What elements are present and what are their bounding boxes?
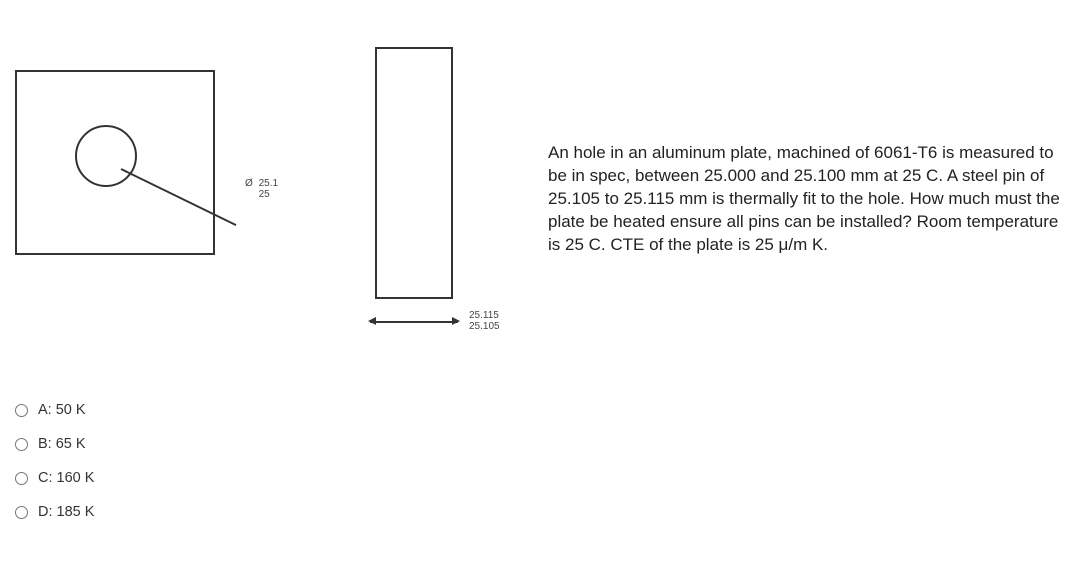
- option-label: D: 185 K: [38, 504, 94, 520]
- diameter-lower: 25: [259, 189, 270, 200]
- diagram-area: Ø 25.1 25 25.115 25.105: [15, 30, 545, 360]
- pin-dim-line: [370, 315, 458, 329]
- option-label: C: 160 K: [38, 470, 94, 486]
- pin-width-lower: 25.105: [469, 321, 500, 332]
- option-radio-c[interactable]: [15, 472, 28, 485]
- option-c[interactable]: C: 160 K: [0, 470, 300, 486]
- pin-diagram: [375, 30, 453, 325]
- option-radio-a[interactable]: [15, 404, 28, 417]
- question-text: An hole in an aluminum plate, machined o…: [548, 142, 1068, 257]
- diameter-symbol-icon: Ø: [245, 178, 253, 189]
- options-list: A: 50 K B: 65 K C: 160 K D: 185 K: [0, 402, 300, 538]
- diameter-upper: 25.1: [259, 178, 278, 189]
- diameter-label: Ø 25.1 25: [245, 178, 278, 200]
- pin-width-label: 25.115 25.105: [469, 310, 500, 332]
- option-label: B: 65 K: [38, 436, 86, 452]
- option-radio-b[interactable]: [15, 438, 28, 451]
- arrow-right-icon: [452, 317, 460, 325]
- diameter-values: 25.1 25: [259, 178, 278, 200]
- option-d[interactable]: D: 185 K: [0, 504, 300, 520]
- option-a[interactable]: A: 50 K: [0, 402, 300, 418]
- plate-hole: [75, 125, 137, 187]
- option-radio-d[interactable]: [15, 506, 28, 519]
- pin-rect: [375, 47, 453, 299]
- option-b[interactable]: B: 65 K: [0, 436, 300, 452]
- option-label: A: 50 K: [38, 402, 86, 418]
- dim-horizontal-line: [370, 321, 458, 323]
- plate-diagram: [15, 70, 215, 255]
- pin-width-upper: 25.115: [469, 310, 499, 321]
